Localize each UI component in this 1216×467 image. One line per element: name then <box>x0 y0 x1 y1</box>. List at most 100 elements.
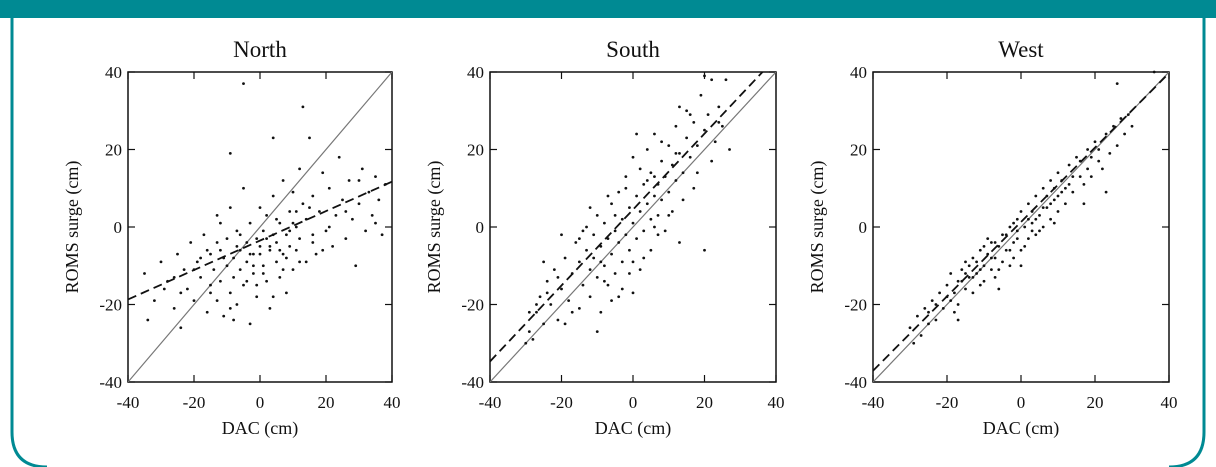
data-point <box>1097 159 1101 163</box>
data-point <box>351 217 354 221</box>
data-point <box>1030 221 1034 225</box>
data-point <box>703 128 706 132</box>
y-tick-label: -40 <box>461 373 484 392</box>
data-point <box>527 310 531 314</box>
data-point <box>258 244 262 248</box>
data-point <box>585 225 588 229</box>
data-point <box>308 206 311 210</box>
data-point <box>645 148 649 151</box>
data-point <box>624 233 628 237</box>
data-point <box>271 295 275 299</box>
data-point <box>542 260 546 264</box>
data-point <box>1126 113 1130 117</box>
data-point <box>311 233 315 237</box>
data-point <box>653 194 656 198</box>
data-point <box>606 237 610 241</box>
data-point <box>695 171 699 175</box>
data-point <box>610 299 613 303</box>
data-point <box>275 241 278 244</box>
data-point <box>1041 206 1045 210</box>
data-point <box>649 171 653 175</box>
data-point <box>585 248 588 252</box>
data-point <box>908 326 912 330</box>
data-point <box>692 186 696 190</box>
data-point <box>595 213 599 217</box>
data-point <box>275 217 278 221</box>
data-point <box>318 210 321 213</box>
data-point <box>1049 179 1052 182</box>
data-point <box>235 244 239 248</box>
data-point <box>238 248 242 252</box>
data-point <box>1082 182 1086 186</box>
data-point <box>960 279 964 283</box>
data-point <box>638 210 642 213</box>
data-point <box>653 225 656 229</box>
x-tick-label: -20 <box>550 393 573 412</box>
panel-title: West <box>998 37 1044 62</box>
data-point <box>527 330 531 334</box>
data-point <box>552 268 556 272</box>
data-point <box>195 260 199 264</box>
data-point <box>374 221 377 225</box>
data-point <box>703 248 706 252</box>
data-point <box>222 314 226 318</box>
x-tick-label: 0 <box>629 393 638 412</box>
data-point <box>620 217 624 221</box>
data-point <box>556 318 560 322</box>
data-point <box>278 248 282 252</box>
data-point <box>248 252 252 256</box>
data-point <box>199 256 203 260</box>
data-point <box>331 244 334 248</box>
data-point <box>327 225 331 229</box>
data-point <box>176 252 179 256</box>
data-point <box>321 248 325 252</box>
data-point <box>960 268 964 272</box>
data-point <box>956 279 960 283</box>
data-point <box>380 233 384 237</box>
data-point <box>248 221 252 225</box>
regression-line <box>873 72 1169 372</box>
data-point <box>678 241 681 244</box>
data-point <box>1056 210 1060 213</box>
data-point <box>159 260 163 264</box>
data-point <box>1056 171 1060 175</box>
data-point <box>261 264 265 268</box>
data-point <box>1015 237 1019 241</box>
data-point <box>674 151 678 155</box>
data-point <box>967 275 971 279</box>
x-tick-label: 20 <box>696 393 713 412</box>
x-tick-label: -20 <box>936 393 959 412</box>
data-point <box>949 272 953 275</box>
data-point <box>258 206 262 210</box>
data-point <box>545 291 549 295</box>
data-point <box>617 241 621 244</box>
x-axis-label: DAC (cm) <box>595 418 671 439</box>
data-point <box>232 318 236 322</box>
data-point <box>1023 225 1027 229</box>
data-point <box>1019 248 1023 252</box>
data-point <box>228 291 232 295</box>
data-point <box>990 268 993 272</box>
data-point <box>143 272 146 275</box>
data-point <box>699 93 703 97</box>
data-point <box>172 306 176 310</box>
data-point <box>660 159 663 163</box>
data-point <box>1027 217 1030 221</box>
data-point <box>1101 167 1104 171</box>
data-point <box>927 322 930 326</box>
data-point <box>1015 229 1019 233</box>
y-axis-label: ROMS surge (cm) <box>62 161 83 294</box>
panel-title: North <box>233 37 287 62</box>
data-point <box>1130 124 1134 128</box>
data-point <box>258 252 262 256</box>
data-point <box>268 306 272 310</box>
data-point <box>285 291 288 295</box>
data-point <box>638 167 642 171</box>
data-point <box>964 272 967 275</box>
data-point <box>1034 194 1038 198</box>
data-point <box>649 248 653 252</box>
data-point <box>179 326 183 330</box>
data-point <box>670 163 674 167</box>
